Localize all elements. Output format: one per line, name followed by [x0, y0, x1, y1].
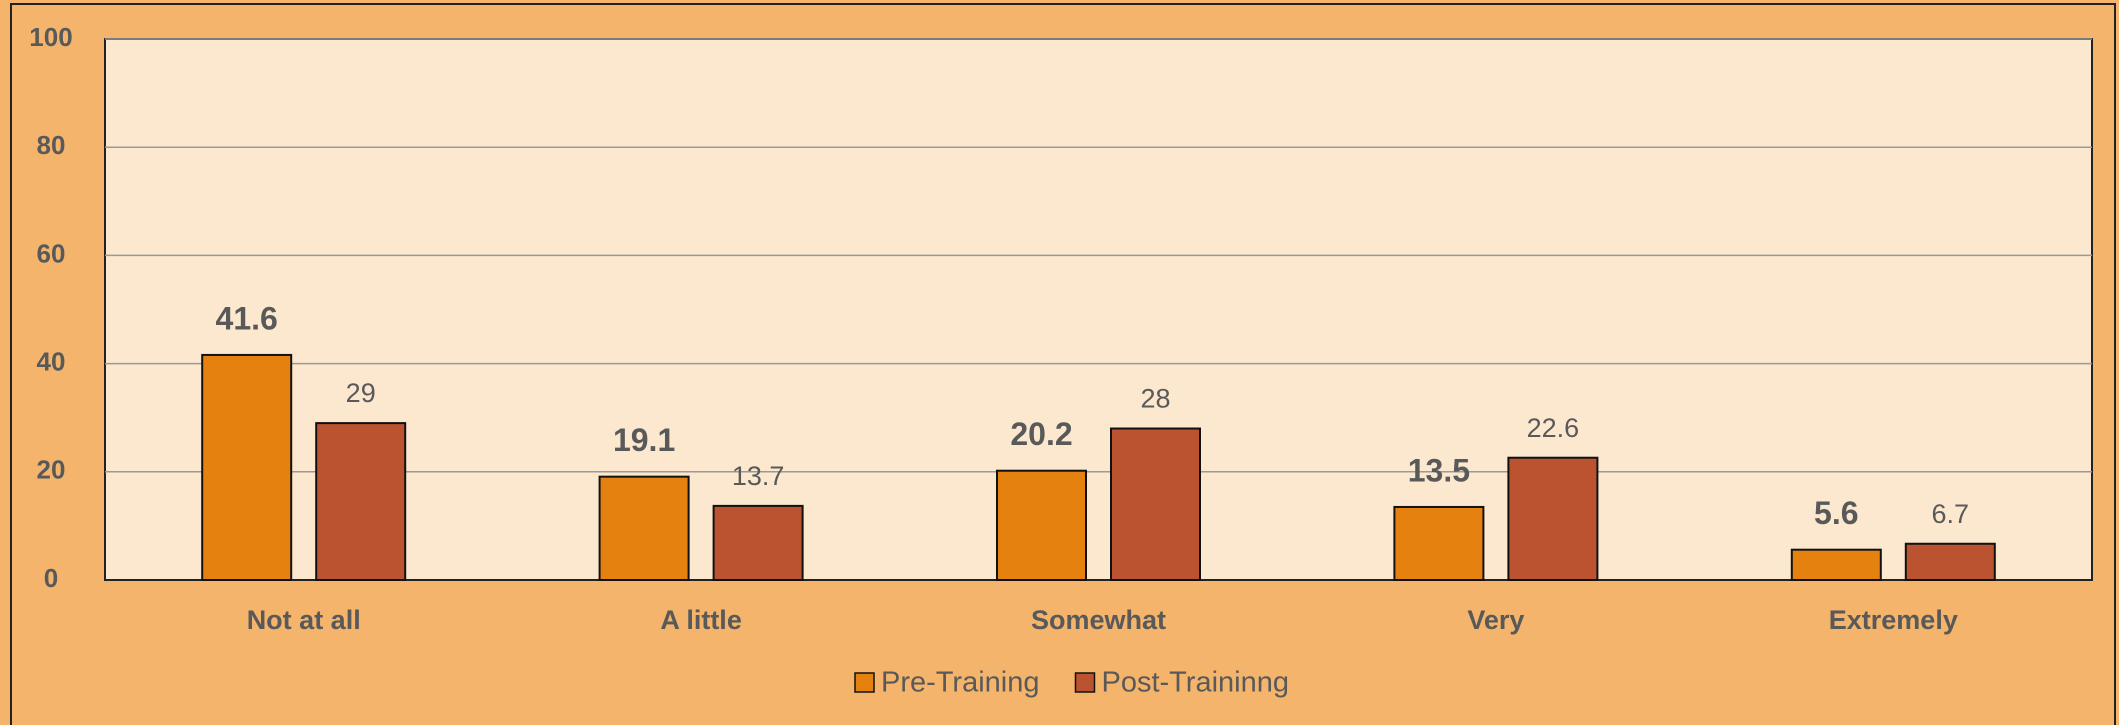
- x-tick-label: Not at all: [247, 605, 361, 635]
- y-tick-label: 0: [44, 563, 58, 593]
- x-tick-label: Somewhat: [1031, 605, 1166, 635]
- data-label: 28: [1140, 384, 1170, 414]
- data-label: 29: [346, 378, 376, 408]
- bar: [201, 353, 293, 581]
- data-label: 5.6: [1814, 495, 1858, 531]
- x-tick-label: Extremely: [1829, 605, 1958, 635]
- bar: [1507, 456, 1599, 582]
- legend-swatch: [854, 672, 875, 693]
- y-tick-label: 60: [37, 238, 66, 268]
- bar: [1904, 542, 1996, 581]
- data-label: 13.5: [1408, 452, 1470, 488]
- y-tick-label: 100: [29, 22, 72, 52]
- data-label: 22.6: [1527, 413, 1580, 443]
- data-label: 20.2: [1010, 416, 1072, 452]
- bar: [1790, 548, 1882, 581]
- bar: [1393, 505, 1485, 581]
- y-tick-label: 40: [37, 346, 66, 376]
- bar: [712, 504, 804, 581]
- legend-label: Pre-Training: [881, 667, 1039, 699]
- data-label: 41.6: [216, 300, 278, 336]
- bar: [996, 469, 1087, 581]
- bar: [1110, 427, 1201, 581]
- legend-swatch: [1074, 672, 1096, 693]
- data-label: 13.7: [732, 461, 785, 491]
- y-tick-label: 20: [37, 455, 66, 485]
- plot-area: [104, 38, 2093, 581]
- data-label: 6.7: [1932, 499, 1970, 529]
- x-tick-label: Very: [1467, 605, 1524, 635]
- x-tick-label: A little: [660, 605, 742, 635]
- data-label: 19.1: [613, 422, 675, 458]
- y-tick-label: 80: [37, 130, 66, 160]
- bar: [315, 422, 407, 581]
- chart-border: [10, 3, 2116, 725]
- legend-label: Post-Traininng: [1101, 667, 1289, 699]
- bar: [598, 475, 690, 582]
